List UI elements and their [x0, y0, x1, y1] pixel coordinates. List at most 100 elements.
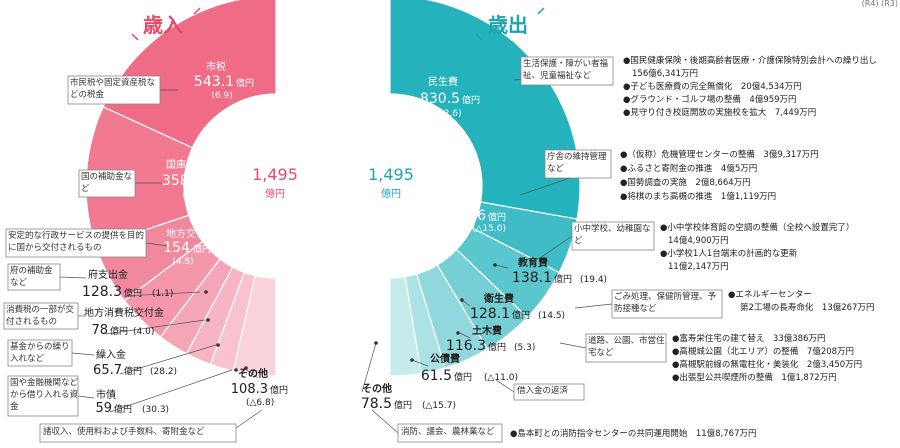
- revenue-slice-2: [85, 106, 194, 248]
- exp-label-change: (△15.7): [422, 401, 456, 411]
- rev-label-unit: 億円: [270, 384, 288, 396]
- rev-note-text: 国の補助金など: [81, 172, 133, 194]
- rev-label-value: 108.3: [231, 382, 268, 397]
- rev-note-box: 安定的な行政サービスの提供を目的に国から交付されるもの: [5, 228, 147, 258]
- leader-line: [145, 242, 169, 247]
- rev-label-value: 358.2: [162, 173, 202, 189]
- title-decoration: [475, 7, 545, 41]
- exp-note-box: 小中学校、幼稚園など: [571, 221, 655, 251]
- bullet-line: ●小学校1人1台端末の計画的な更新: [660, 248, 798, 259]
- rev-label-name: 市債: [96, 388, 116, 401]
- rev-label-change: (4.8): [172, 257, 193, 267]
- leader-dot: [460, 298, 464, 302]
- bullet-line: ●エネルギーセンター: [728, 290, 812, 300]
- exp-label-unit: 億円: [512, 309, 530, 321]
- bullets-minsei: ●国民健康保険・後期高齢者医療・介護保険特別会計への繰り出し 156億6,341…: [623, 55, 877, 118]
- rev-note-text: 府の補助金など: [10, 266, 53, 288]
- exp-label-value: 61.5: [421, 368, 452, 384]
- rev-label-change: (28.2): [150, 367, 177, 377]
- leader-line: [574, 303, 613, 309]
- rev-label-unit: 億円: [205, 176, 223, 188]
- leader-line: [77, 395, 95, 399]
- exp-label-unit: 億円: [462, 94, 480, 106]
- rev-note-text: 市民税や固定資産税などの税金: [70, 78, 156, 100]
- leader-line: [71, 352, 95, 356]
- revenue-slice-6: [185, 266, 246, 366]
- exp-note-text: 道路、公園、市営住宅など: [588, 336, 665, 358]
- rev-label-change: (1.1): [152, 289, 173, 299]
- exp-note-box: 道路、公園、市営住宅など: [585, 333, 667, 363]
- leader-line: [105, 319, 206, 335]
- rev-note-box: 消費税の一部が交付されるもの: [3, 302, 79, 330]
- exp-note-text: 生活保護・障がい者福祉、児童福祉など: [523, 59, 609, 81]
- leader-line: [371, 409, 399, 434]
- leader-line: [459, 332, 471, 339]
- bullet-line: ●高槻城公園（北エリア）の整備 7億208万円: [672, 346, 854, 357]
- leader-line: [494, 264, 509, 269]
- exp-label-value: 78.5: [361, 396, 392, 412]
- leader-dot: [244, 366, 248, 370]
- rev-label-name: その他: [238, 367, 268, 380]
- expenditure-title: 歳出: [488, 13, 528, 37]
- bullet-line: ●島本町との消防指令センターの共同運用開始 11億8,767万円: [510, 428, 756, 439]
- bullets-sonota: ●島本町との消防指令センターの共同運用開始 11億8,767万円: [510, 428, 756, 439]
- revenue-donut: [85, 0, 277, 377]
- bullet-line: ●高槻駅前線の無電柱化・美装化 2億3,450万円: [672, 359, 862, 370]
- rev-label-unit: 億円: [236, 77, 254, 89]
- bullet-line: ●見守り付き校庭開放の実施校を拡大 7,449万円: [623, 107, 816, 118]
- leader-line: [559, 342, 587, 349]
- rev-label-unit: 億円: [124, 365, 142, 377]
- bullet-line: 14億4,900万円: [668, 235, 729, 246]
- bullet-line: ●（仮称）危機管理センターの整備 3億9,317万円: [620, 149, 819, 160]
- leader-dot: [374, 341, 378, 345]
- rev-note-box: 基金からの繰り入れなど: [7, 339, 73, 367]
- exp-label-change: (19.4): [580, 275, 607, 285]
- bullet-line: ●国民健康保険・後期高齢者医療・介護保険特別会計への繰り出し: [623, 55, 877, 66]
- exp-note-box: 庁舎の維持管理など: [544, 149, 612, 179]
- rev-note-box: 国や金融機関などから借り入れる資金: [7, 375, 79, 417]
- leader-dot: [493, 263, 497, 267]
- exp-note-box: 借入金の返済: [513, 383, 585, 401]
- rev-label-change: (6.9): [211, 91, 232, 101]
- exp-label-unit: 億円: [454, 371, 472, 383]
- leader-line: [119, 344, 217, 375]
- corner-text: (R4) (R3): [862, 0, 898, 8]
- leader-dot: [410, 358, 414, 362]
- exp-label-name: 衛生費: [483, 292, 514, 305]
- rev-label-unit: 億円: [193, 243, 211, 255]
- revenue-slice-7: [209, 271, 256, 372]
- bullet-line: ●将棋のまち高槻の推進 1億1,119万円: [620, 191, 776, 202]
- bullet-line: 156億6,341万円: [632, 68, 698, 79]
- exp-label-name: 民生費: [428, 75, 458, 88]
- leader-dot: [216, 343, 220, 347]
- exp-label-unit: 億円: [488, 211, 506, 223]
- bullet-line: ●小中学校体育館の空調の整備（全校へ設置完了）: [660, 222, 854, 233]
- bullet-line: 第2工場の長寿命化 13億267万円: [740, 302, 874, 313]
- leader-line: [109, 369, 233, 413]
- revenue-slice-1: [102, 0, 277, 149]
- exp-label-name: 総務費: [451, 194, 481, 207]
- bullet-line: ●出張型公共喫煙所の整備 1億1,872万円: [672, 372, 837, 383]
- exp-label-name: 公債費: [430, 352, 460, 365]
- exp-label-value: 141.6: [446, 208, 486, 224]
- leader-dot: [234, 368, 238, 372]
- bullet-line: ●富寿栄住宅の建て替え 33億386万円: [672, 333, 825, 344]
- leader-dot: [456, 331, 460, 335]
- bullets-kyoiku: ●小中学校体育館の空調の整備（全校へ設置完了） 14億4,900万円 ●小学校1…: [660, 222, 854, 272]
- bullet-line: ●ふるさと寄附金の推進 4億5万円: [620, 163, 757, 174]
- leader-line: [361, 342, 377, 393]
- exp-note-text: 庁舎の維持管理など: [547, 152, 607, 174]
- exp-label-value: 116.3: [446, 338, 486, 354]
- bullet-line: ●グラウンド・ゴルフ場の整備 4億959万円: [623, 94, 797, 105]
- rev-note-text: 消費税の一部が交付されるもの: [6, 305, 75, 327]
- rev-label-name: 地方交付税: [166, 227, 216, 240]
- exp-label-change: (△11.0): [484, 373, 518, 383]
- rev-label-value: 154: [163, 240, 190, 256]
- bullet-line: 11億2,147万円: [668, 261, 729, 272]
- revenue-slice-8: [232, 274, 277, 377]
- expenditure-slice-7: [389, 276, 422, 377]
- rev-label-name: 繰入金: [96, 348, 126, 361]
- exp-label-name: 土木費: [472, 324, 502, 337]
- revenue-total-value: 1,495: [252, 165, 298, 184]
- leader-line: [495, 379, 515, 393]
